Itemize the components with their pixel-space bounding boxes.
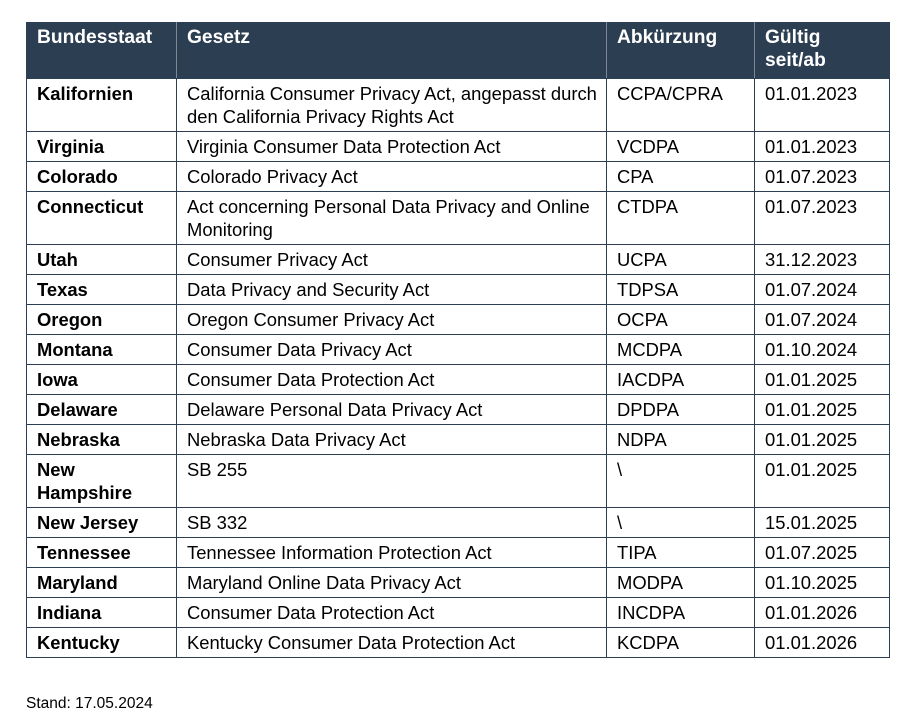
cell-law: Consumer Data Protection Act	[176, 364, 607, 395]
table-row: New Jersey SB 332 \ 15.01.2025	[26, 507, 890, 538]
cell-abbreviation: MCDPA	[606, 334, 755, 365]
cell-law: Delaware Personal Data Privacy Act	[176, 394, 607, 425]
column-header-abbreviation: Abkürzung	[606, 22, 755, 79]
table-row: Iowa Consumer Data Protection Act IACDPA…	[26, 364, 890, 395]
cell-state: New Jersey	[26, 507, 177, 538]
cell-state: Connecticut	[26, 191, 177, 245]
table-row: Utah Consumer Privacy Act UCPA 31.12.202…	[26, 244, 890, 275]
cell-valid-since: 01.01.2026	[754, 597, 890, 628]
table-row: Nebraska Nebraska Data Privacy Act NDPA …	[26, 424, 890, 455]
cell-law: Virginia Consumer Data Protection Act	[176, 131, 607, 162]
cell-valid-since: 01.01.2025	[754, 454, 890, 508]
column-header-valid-since: Gültig seit/ab	[754, 22, 890, 79]
cell-law: SB 332	[176, 507, 607, 538]
cell-abbreviation: \	[606, 507, 755, 538]
column-header-valid-line2: seit/ab	[765, 50, 826, 71]
cell-law: SB 255	[176, 454, 607, 508]
cell-abbreviation: \	[606, 454, 755, 508]
cell-abbreviation: TIPA	[606, 537, 755, 568]
cell-abbreviation: INCDPA	[606, 597, 755, 628]
cell-abbreviation: UCPA	[606, 244, 755, 275]
table-row: Oregon Oregon Consumer Privacy Act OCPA …	[26, 304, 890, 335]
cell-state: Texas	[26, 274, 177, 305]
column-header-law: Gesetz	[176, 22, 607, 79]
table-row: Texas Data Privacy and Security Act TDPS…	[26, 274, 890, 305]
cell-law: Colorado Privacy Act	[176, 161, 607, 192]
cell-law: Nebraska Data Privacy Act	[176, 424, 607, 455]
cell-state: Virginia	[26, 131, 177, 162]
table-row: Colorado Colorado Privacy Act CPA 01.07.…	[26, 161, 890, 192]
table-row: Montana Consumer Data Privacy Act MCDPA …	[26, 334, 890, 365]
cell-valid-since: 01.01.2023	[754, 78, 890, 132]
cell-valid-since: 01.07.2024	[754, 304, 890, 335]
cell-valid-since: 01.01.2025	[754, 364, 890, 395]
table-row: New Hampshire SB 255 \ 01.01.2025	[26, 454, 890, 508]
cell-abbreviation: OCPA	[606, 304, 755, 335]
table-row: Kalifornien California Consumer Privacy …	[26, 78, 890, 132]
table-row: Indiana Consumer Data Protection Act INC…	[26, 597, 890, 628]
cell-abbreviation: MODPA	[606, 567, 755, 598]
cell-law: Consumer Data Protection Act	[176, 597, 607, 628]
cell-state: Utah	[26, 244, 177, 275]
cell-valid-since: 01.10.2025	[754, 567, 890, 598]
cell-abbreviation: CCPA/CPRA	[606, 78, 755, 132]
cell-valid-since: 31.12.2023	[754, 244, 890, 275]
cell-law: Consumer Data Privacy Act	[176, 334, 607, 365]
cell-state: Tennessee	[26, 537, 177, 568]
cell-state: Delaware	[26, 394, 177, 425]
privacy-laws-table: Bundesstaat Gesetz Abkürzung Gültig seit/…	[26, 22, 890, 658]
cell-valid-since: 15.01.2025	[754, 507, 890, 538]
table-row: Virginia Virginia Consumer Data Protecti…	[26, 131, 890, 162]
cell-state: Oregon	[26, 304, 177, 335]
cell-state: New Hampshire	[26, 454, 177, 508]
cell-law: Kentucky Consumer Data Protection Act	[176, 627, 607, 658]
status-date-footnote: Stand: 17.05.2024	[26, 695, 153, 712]
cell-law: Maryland Online Data Privacy Act	[176, 567, 607, 598]
cell-abbreviation: IACDPA	[606, 364, 755, 395]
column-header-valid-line1: Gültig	[765, 27, 821, 48]
cell-law: Data Privacy and Security Act	[176, 274, 607, 305]
table-row: Tennessee Tennessee Information Protecti…	[26, 537, 890, 568]
cell-state: Indiana	[26, 597, 177, 628]
cell-abbreviation: TDPSA	[606, 274, 755, 305]
cell-abbreviation: CPA	[606, 161, 755, 192]
cell-abbreviation: VCDPA	[606, 131, 755, 162]
cell-abbreviation: NDPA	[606, 424, 755, 455]
table-row: Delaware Delaware Personal Data Privacy …	[26, 394, 890, 425]
cell-valid-since: 01.01.2025	[754, 394, 890, 425]
cell-valid-since: 01.07.2023	[754, 191, 890, 245]
cell-state: Colorado	[26, 161, 177, 192]
cell-abbreviation: CTDPA	[606, 191, 755, 245]
cell-valid-since: 01.01.2023	[754, 131, 890, 162]
cell-abbreviation: KCDPA	[606, 627, 755, 658]
cell-state: Iowa	[26, 364, 177, 395]
cell-law: California Consumer Privacy Act, angepas…	[176, 78, 607, 132]
cell-valid-since: 01.07.2023	[754, 161, 890, 192]
cell-valid-since: 01.01.2025	[754, 424, 890, 455]
cell-law: Consumer Privacy Act	[176, 244, 607, 275]
cell-law: Tennessee Information Protection Act	[176, 537, 607, 568]
cell-state: Maryland	[26, 567, 177, 598]
table-row: Connecticut Act concerning Personal Data…	[26, 191, 890, 245]
cell-abbreviation: DPDPA	[606, 394, 755, 425]
column-header-state: Bundesstaat	[26, 22, 177, 79]
cell-law: Act concerning Personal Data Privacy and…	[176, 191, 607, 245]
table-header-row: Bundesstaat Gesetz Abkürzung Gültig seit/…	[26, 22, 890, 79]
table-row: Maryland Maryland Online Data Privacy Ac…	[26, 567, 890, 598]
cell-valid-since: 01.07.2025	[754, 537, 890, 568]
table-row: Kentucky Kentucky Consumer Data Protecti…	[26, 627, 890, 658]
cell-state: Nebraska	[26, 424, 177, 455]
cell-state: Kalifornien	[26, 78, 177, 132]
cell-law: Oregon Consumer Privacy Act	[176, 304, 607, 335]
cell-valid-since: 01.01.2026	[754, 627, 890, 658]
cell-valid-since: 01.07.2024	[754, 274, 890, 305]
cell-valid-since: 01.10.2024	[754, 334, 890, 365]
cell-state: Kentucky	[26, 627, 177, 658]
cell-state: Montana	[26, 334, 177, 365]
